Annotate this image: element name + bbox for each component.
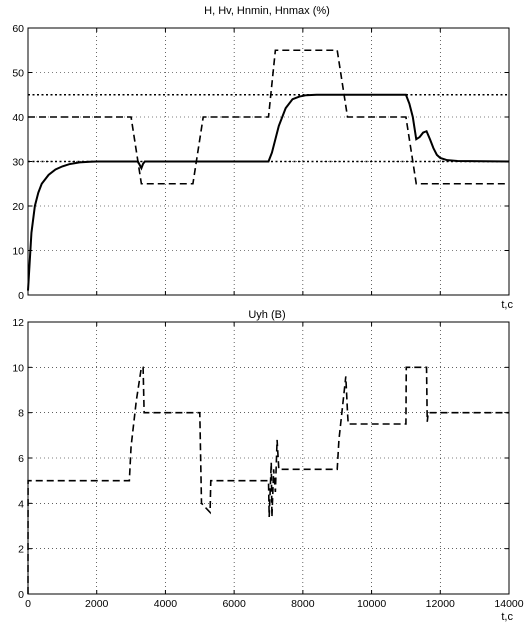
bottom-y-tick-label: 10 <box>12 362 24 374</box>
top-series-line-1-solid <box>27 93 510 291</box>
bottom-x-tick-label: 10000 <box>357 598 386 610</box>
top-chart-series <box>27 49 510 291</box>
top-chart-panel: H, Hv, Hnmin, Hnmax (%) 0 10 20 30 40 50 60 t,… <box>12 5 513 311</box>
bottom-x-tick-label: 2000 <box>85 598 109 610</box>
bottom-y-tick-label: 2 <box>18 544 24 556</box>
top-y-tick-label: 10 <box>12 246 24 258</box>
top-y-tick-label: 20 <box>12 201 24 213</box>
top-y-tick-label: 60 <box>12 23 24 35</box>
top-y-tick-label: 0 <box>18 290 24 302</box>
bottom-x-tick-label: 6000 <box>222 598 246 610</box>
bottom-x-tick-label: 14000 <box>494 598 523 610</box>
bottom-y-tick-label: 12 <box>12 317 24 329</box>
bottom-chart-x-label: t,c <box>501 611 513 623</box>
bottom-y-tick-label: 6 <box>18 453 24 465</box>
top-series-line-2-dashed <box>28 49 509 185</box>
bottom-x-tick-label: 4000 <box>154 598 178 610</box>
bottom-y-tick-label: 0 <box>18 589 24 601</box>
bottom-chart-series <box>27 366 509 595</box>
bottom-chart-ticks: 0 2000 4000 6000 8000 10000 12000 14000 0 2 4 6 8 10 1… <box>12 317 523 610</box>
bottom-x-tick-label: 12000 <box>426 598 455 610</box>
bottom-chart-title: Uyh (B) <box>248 309 285 321</box>
bottom-chart-grid <box>28 322 509 594</box>
top-chart-title: H, Hv, Hnmin, Hnmax (%) <box>204 5 330 17</box>
bottom-x-tick-label: 8000 <box>291 598 315 610</box>
top-chart-x-label: t,c <box>501 299 513 311</box>
bottom-series-line-1-dashed <box>27 366 509 595</box>
bottom-x-tick-label: 0 <box>25 598 31 610</box>
top-y-tick-label: 50 <box>12 68 24 80</box>
bottom-y-tick-label: 8 <box>18 408 24 420</box>
top-chart-frame <box>27 27 510 296</box>
bottom-chart-panel: Uyh (B) 0 2000 4000 6000 8000 10000 12000 14000… <box>12 309 523 623</box>
top-y-tick-label: 30 <box>12 157 24 169</box>
top-y-tick-label: 40 <box>12 112 24 124</box>
bottom-chart-frame <box>27 321 510 595</box>
bottom-y-tick-label: 4 <box>18 498 24 510</box>
